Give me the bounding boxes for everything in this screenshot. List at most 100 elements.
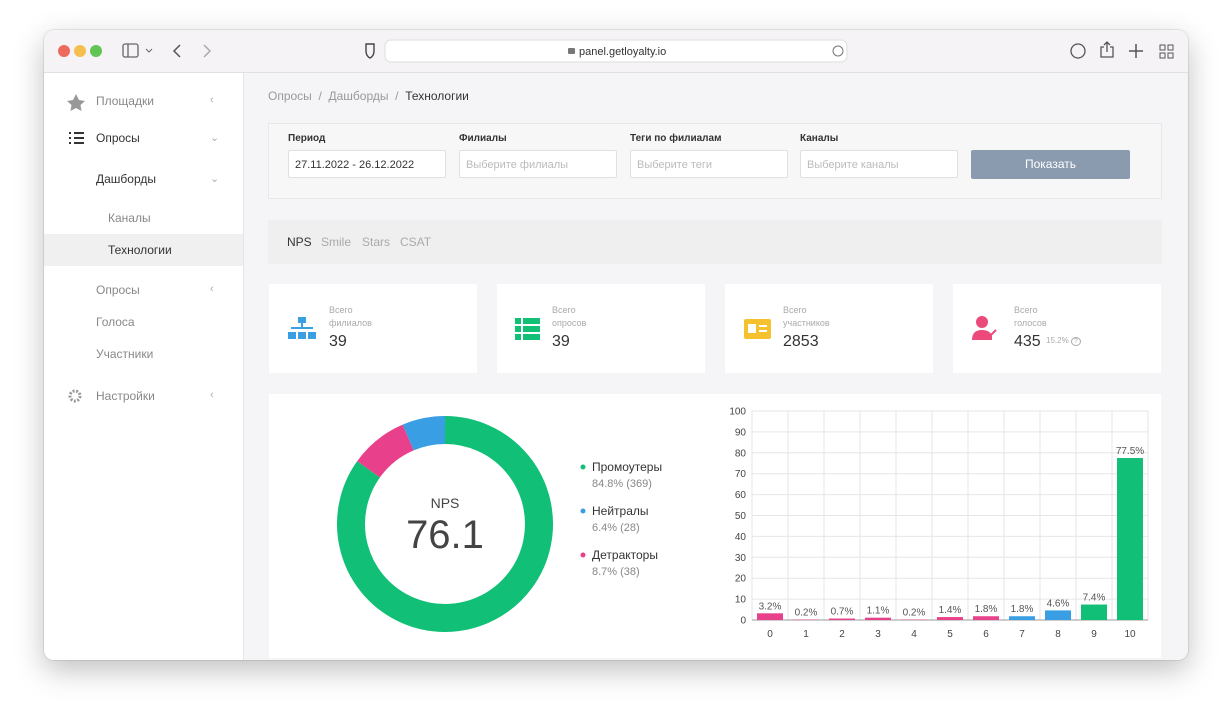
y-tick-label: 0 [740, 616, 746, 627]
show-button[interactable]: Показать [971, 150, 1130, 179]
chevron: ‹ [210, 389, 214, 401]
bar [1045, 610, 1071, 620]
breadcrumb[interactable]: Дашборды [328, 89, 389, 103]
bar [829, 618, 855, 620]
y-tick-label: 80 [735, 448, 747, 459]
x-tick-label: 5 [947, 629, 953, 640]
sidebar [44, 73, 244, 660]
close-button[interactable] [58, 45, 70, 57]
chevron: ‹ [210, 94, 214, 106]
select-input[interactable]: Выберите филиалы [459, 150, 617, 178]
value-label: 4.6% [1047, 598, 1070, 609]
nav-item[interactable]: Опросы [96, 131, 140, 145]
bar [1081, 604, 1107, 620]
minimize-button[interactable] [74, 45, 86, 57]
nav-item[interactable]: Каналы [108, 211, 151, 225]
x-tick-label: 7 [1019, 629, 1025, 640]
nav-item[interactable]: Участники [96, 347, 154, 361]
x-tick-label: 0 [767, 629, 773, 640]
x-tick-label: 8 [1055, 629, 1061, 640]
legend-label: Промоутеры [592, 460, 662, 474]
stat-label: Всего опросов [552, 305, 587, 328]
chevron: ‹ [210, 283, 214, 295]
legend-label: Нейтралы [592, 504, 649, 518]
back-button[interactable] [172, 44, 181, 58]
stat-card [953, 284, 1161, 373]
tab[interactable]: Stars [362, 235, 391, 249]
y-tick-label: 20 [735, 574, 747, 585]
stat-icons [288, 316, 997, 340]
select-input[interactable]: Выберите теги [630, 150, 788, 178]
sidebar-toggle[interactable] [122, 43, 139, 58]
bar [865, 617, 891, 620]
x-tick-label: 3 [875, 629, 881, 640]
bar [973, 616, 999, 620]
downloads-icon[interactable] [1070, 43, 1086, 59]
zoom-button[interactable] [90, 45, 102, 57]
shield-icon[interactable] [365, 43, 375, 59]
filter-label: Период [288, 133, 326, 144]
value-label: 0.2% [903, 608, 926, 619]
tab[interactable]: Smile [321, 235, 352, 249]
new-tab-icon[interactable] [1129, 44, 1143, 58]
separator: / [318, 89, 322, 103]
chevron: ⌄ [210, 173, 220, 185]
tab[interactable]: CSAT [400, 235, 432, 249]
legend-label: Детракторы [592, 548, 658, 562]
legend-value: 84.8% (369) [592, 478, 652, 490]
y-tick-label: 60 [735, 490, 747, 501]
tab[interactable]: NPS [287, 235, 312, 249]
legend-marker [580, 508, 586, 514]
filter-label: Теги по филиалам [630, 133, 722, 144]
date-input[interactable]: 27.11.2022 - 26.12.2022 [288, 150, 446, 178]
y-tick-label: 40 [735, 532, 747, 543]
legend-marker [580, 552, 586, 558]
nav-item[interactable]: Опросы [96, 283, 140, 297]
nav-item[interactable]: Технологии [108, 243, 172, 257]
donut-segment [402, 416, 446, 451]
tabs-icon[interactable] [1159, 44, 1174, 59]
bar [757, 613, 783, 620]
reload-icon[interactable] [832, 45, 844, 57]
value-label: 1.1% [867, 606, 890, 617]
x-tick-label: 2 [839, 629, 845, 640]
stat-label: Всего голосов [1014, 305, 1047, 328]
center-label: NPS [431, 495, 460, 511]
breadcrumb: Технологии [405, 89, 469, 103]
value-label: 0.2% [795, 608, 818, 619]
branches-icon [288, 317, 316, 339]
nav-item[interactable]: Голоса [96, 315, 135, 329]
y-tick-label: 70 [735, 469, 747, 480]
value-label: 1.8% [975, 604, 998, 615]
stat-label: Всего участников [783, 305, 830, 328]
value-label: 0.7% [831, 607, 854, 618]
stat-note: 15.2% ? [1046, 336, 1081, 346]
select-input[interactable]: Выберите каналы [800, 150, 958, 178]
help-icon[interactable]: ? [1070, 337, 1081, 346]
gear-icon [68, 389, 82, 403]
stat-value: 39 [552, 333, 570, 350]
filter-label: Филиалы [459, 133, 507, 144]
breadcrumbs: Опросы / Дашборды / Технологии [268, 89, 469, 103]
address-bar[interactable] [384, 39, 848, 63]
stat-note-text: 15.2% [1046, 336, 1069, 345]
legend-value: 6.4% (28) [592, 522, 640, 534]
bar [937, 617, 963, 620]
x-tick-label: 10 [1124, 629, 1136, 640]
nav-item[interactable]: Дашборды [96, 172, 156, 186]
legend-value: 8.7% (38) [592, 566, 640, 578]
value-label: 3.2% [759, 601, 782, 612]
url: panel.getloyalty.io [579, 46, 666, 58]
forward-button[interactable] [203, 44, 212, 58]
filter-label: Каналы [800, 133, 839, 144]
nav-item[interactable]: Настройки [96, 389, 155, 403]
value-label: 1.4% [939, 605, 962, 616]
nav-item[interactable]: Площадки [96, 94, 154, 108]
x-tick-label: 6 [983, 629, 989, 640]
share-icon[interactable] [1100, 41, 1114, 58]
breadcrumb[interactable]: Опросы [268, 89, 312, 103]
icon-part [145, 48, 153, 53]
center-value: 76.1 [406, 513, 484, 557]
charts: NPS 76.1 Промоутеры 84.8% (369) Нейтралы 6.4%… [337, 407, 1149, 640]
